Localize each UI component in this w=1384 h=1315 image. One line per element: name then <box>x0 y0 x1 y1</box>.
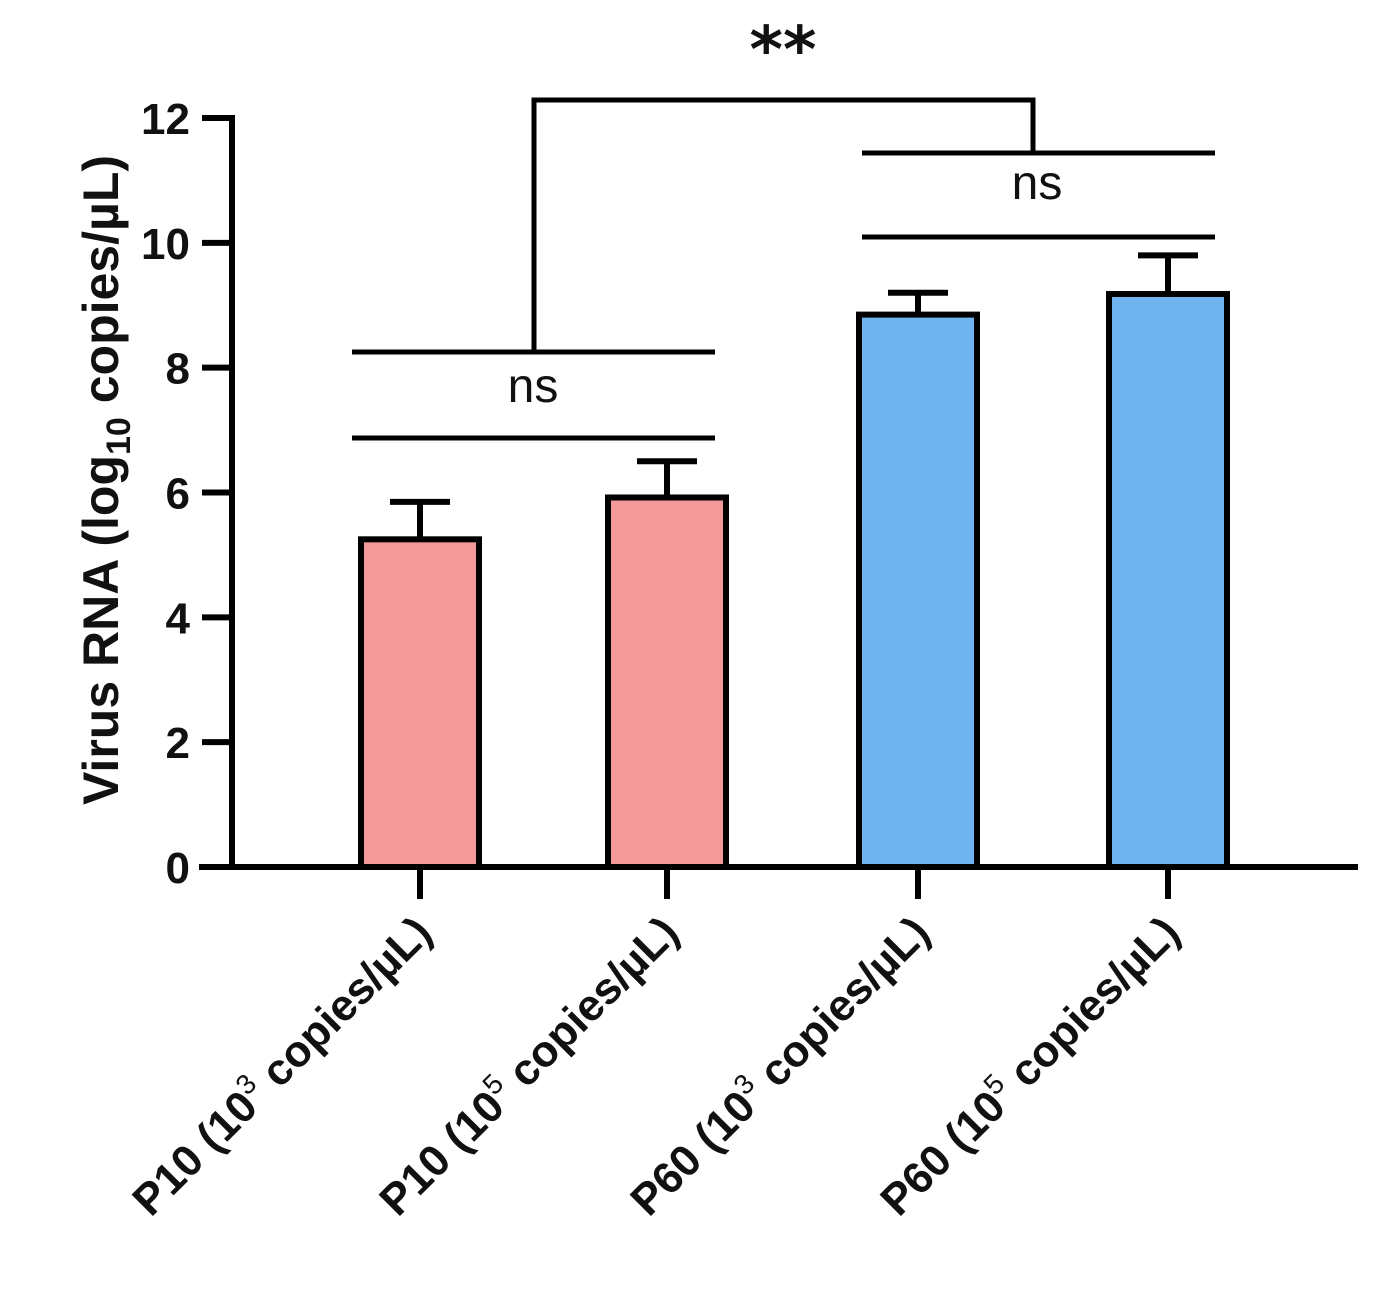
y-axis-title-subscript: 10 <box>100 417 138 455</box>
category-labels-layer: P10 (103 copies/µL)P10 (105 copies/µL)P6… <box>123 907 1189 1226</box>
error-bar-4 <box>1138 252 1198 295</box>
category-unit-2: copies/µL) <box>490 907 688 1105</box>
y-axis-title-rest: copies/µL) <box>73 155 129 417</box>
category-unit-4: copies/µL) <box>991 907 1189 1105</box>
bar-1 <box>358 536 482 870</box>
y-tick-label-0: 0 <box>166 844 190 893</box>
error-bar-2 <box>637 458 697 498</box>
error-bar-3 <box>888 289 948 315</box>
category-base-1: P10 (10 <box>123 1082 267 1226</box>
bar-4 <box>1106 291 1230 870</box>
y-tick-label-8: 8 <box>166 345 190 394</box>
bar-2 <box>605 494 729 870</box>
category-unit-1: copies/µL) <box>243 907 441 1105</box>
y-tick-label-4: 4 <box>166 594 191 643</box>
category-base-3: P60 (10 <box>621 1082 765 1226</box>
y-tick-label-2: 2 <box>166 719 190 768</box>
category-base-4: P60 (10 <box>871 1082 1015 1226</box>
y-axis-title: Virus RNA (log10 copies/µL) <box>73 155 138 805</box>
category-unit-3: copies/µL) <box>741 907 939 1105</box>
ns-label-2: ns <box>1012 157 1063 210</box>
group-bracket <box>531 97 1036 352</box>
y-tick-label-10: 10 <box>141 220 190 269</box>
y-tick-label-12: 12 <box>141 95 190 144</box>
y-tick-label-6: 6 <box>166 470 190 519</box>
axis-ticks-layer: 0 2 4 6 8 10 12 <box>141 95 232 893</box>
ns-label-1: ns <box>508 360 559 413</box>
category-base-2: P10 (10 <box>370 1082 514 1226</box>
significance-stars: ** <box>750 14 817 88</box>
bar-3 <box>856 311 980 870</box>
significance-layer: ns ns ** <box>352 14 1215 441</box>
y-axis-title-main: Virus RNA (log <box>73 455 129 805</box>
error-bar-1 <box>390 498 450 540</box>
